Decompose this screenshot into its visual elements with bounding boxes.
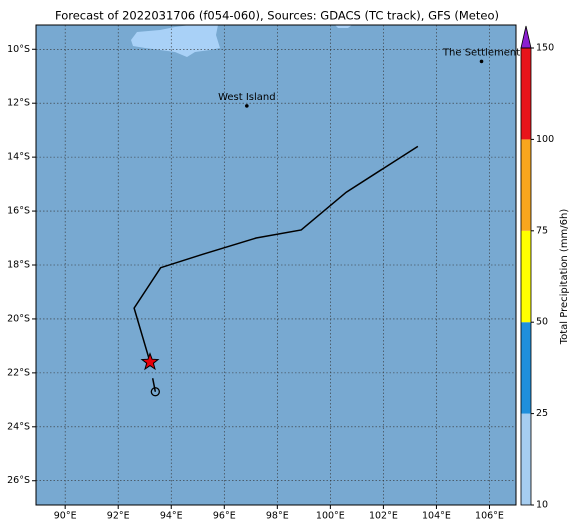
y-tick-label: 22°S <box>7 367 30 378</box>
track-end <box>150 387 160 397</box>
colorbar-bin <box>521 322 531 414</box>
track-line <box>151 378 157 392</box>
colorbar-tick-label: 50 <box>536 317 548 328</box>
storm-position <box>140 352 160 371</box>
colorbar-tick-label: 25 <box>536 408 548 419</box>
colorbar-bin <box>521 413 531 505</box>
colorbar-bin <box>521 230 531 323</box>
track-line <box>133 145 419 363</box>
x-tick-label: 96°E <box>213 511 236 522</box>
y-tick-label: 14°S <box>7 152 30 163</box>
colorbar-tick-label: 10 <box>536 500 548 511</box>
chart-title: Forecast of 2022031706 (f054-060), Sourc… <box>55 9 499 23</box>
colorbar-tick-label: 100 <box>536 134 554 145</box>
land <box>335 25 352 28</box>
grid <box>36 25 516 505</box>
x-tick-label: 98°E <box>266 511 289 522</box>
place-label: West Island <box>218 92 276 103</box>
layer: West Island The Settlement <box>133 47 520 397</box>
y-tick-label: 12°S <box>7 98 30 109</box>
colorbar-tick-label: 150 <box>536 43 554 54</box>
x-tick-label: 106°E <box>475 511 504 522</box>
y-tick-label: 26°S <box>7 475 30 486</box>
y-tick-label: 16°S <box>7 206 30 217</box>
place-label: The Settlement <box>442 47 520 58</box>
y-tick-label: 10°S <box>7 44 30 55</box>
colorbar-bin <box>521 139 531 231</box>
y-tick-label: 24°S <box>7 421 30 432</box>
x-tick-label: 90°E <box>54 511 77 522</box>
x-tick-label: 104°E <box>422 511 451 522</box>
x-tick-label: 102°E <box>369 511 398 522</box>
x-tick-label: 94°E <box>160 511 183 522</box>
y-tick-label: 18°S <box>7 260 30 271</box>
place-marker <box>245 104 249 108</box>
colorbar-label: Total Precipitation (mm/6h) <box>559 209 570 346</box>
colorbar-extend <box>520 25 532 49</box>
colorbar-tick-label: 75 <box>536 225 548 236</box>
y-tick-label: 20°S <box>7 313 30 324</box>
place-marker <box>479 59 484 64</box>
x-tick-label: 100°E <box>316 511 345 522</box>
x-tick-label: 92°E <box>107 511 130 522</box>
ocean <box>36 25 516 505</box>
colorbar-frame <box>520 47 532 506</box>
colorbar-bin <box>521 48 531 140</box>
